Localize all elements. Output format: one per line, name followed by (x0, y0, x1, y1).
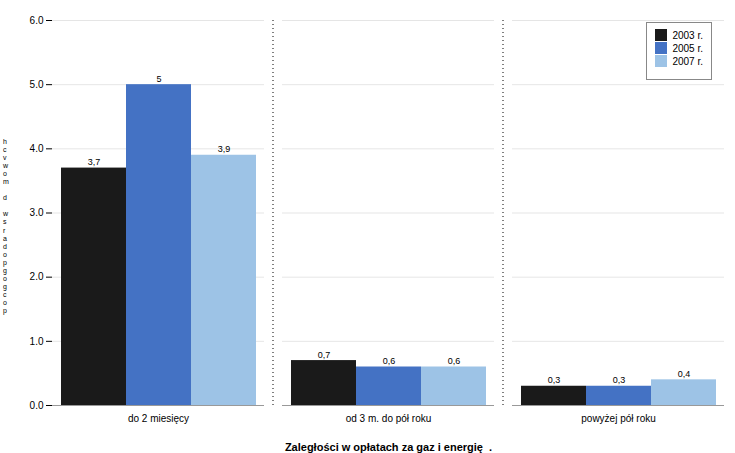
svg-text:do 2 miesięcy: do 2 miesięcy (128, 413, 189, 424)
svg-text:3.0: 3.0 (30, 207, 44, 218)
svg-text:5.0: 5.0 (30, 79, 44, 90)
svg-text:1.0: 1.0 (30, 336, 44, 347)
html-text:h c v w o m d w s r a d o p g: h c v w o m d w s r a d o p g o g c o p (3, 138, 9, 314)
html-text:2005 r.: 2005 r. (672, 42, 703, 54)
svg-text:0,7: 0,7 (318, 350, 331, 360)
svg-text:3,9: 3,9 (218, 144, 231, 154)
svg-text:powyżej pół roku: powyżej pół roku (581, 413, 655, 424)
svg-text:0.0: 0.0 (30, 400, 44, 411)
svg-text:0,4: 0,4 (678, 369, 691, 379)
svg-text:Zaległości w opłatach za gaz i: Zaległości w opłatach za gaz i energię . (285, 441, 492, 453)
svg-text:3,7: 3,7 (88, 157, 101, 167)
svg-text:0,3: 0,3 (613, 375, 626, 385)
html-text:2007 r.: 2007 r. (672, 55, 703, 67)
svg-text:6.0: 6.0 (30, 15, 44, 26)
svg-text:2.0: 2.0 (30, 271, 44, 282)
svg-text:0,6: 0,6 (448, 356, 461, 366)
svg-text:0,3: 0,3 (548, 375, 561, 385)
svg-text:0,6: 0,6 (383, 356, 396, 366)
svg-text:od 3 m. do pół roku: od 3 m. do pół roku (346, 413, 432, 424)
svg-text:4.0: 4.0 (30, 143, 44, 154)
html-text:2003 r.: 2003 r. (672, 29, 703, 41)
svg-text:5: 5 (156, 74, 161, 84)
